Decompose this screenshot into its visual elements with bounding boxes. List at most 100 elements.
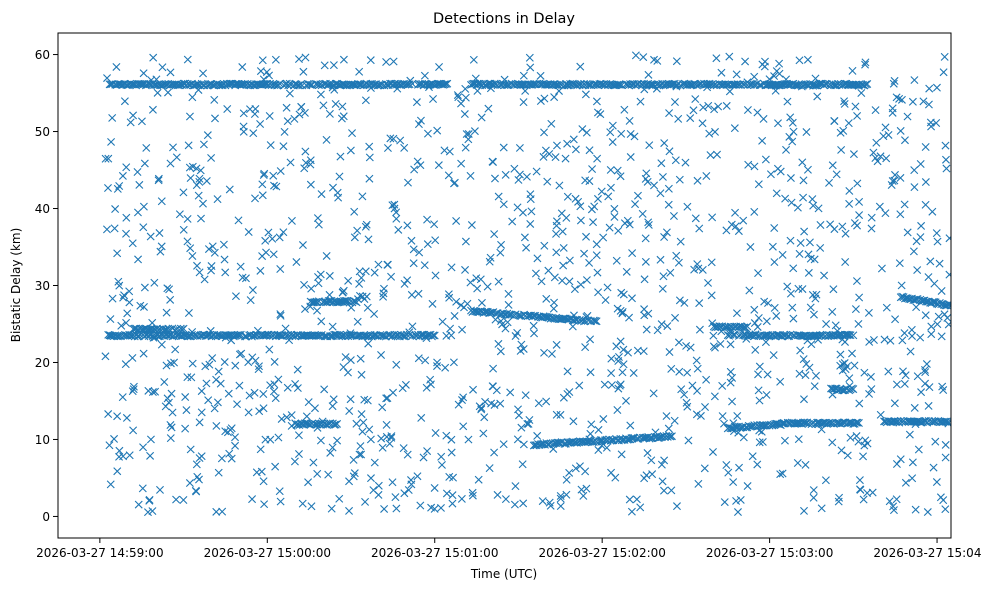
detection-point (420, 261, 429, 270)
detection-point (879, 132, 888, 141)
detection-point (542, 294, 551, 303)
detection-point (185, 112, 194, 121)
detection-point (149, 53, 158, 62)
detection-point (359, 418, 368, 427)
detection-point (872, 138, 881, 147)
detection-point (704, 101, 713, 110)
detection-point (797, 82, 806, 91)
detection-point (545, 149, 554, 158)
detection-point (826, 220, 835, 229)
detection-point (648, 81, 657, 90)
detection-point (156, 485, 164, 494)
detection-point (301, 158, 310, 167)
detection-point (214, 468, 223, 477)
detection-point (688, 381, 697, 390)
detection-point (360, 295, 369, 304)
detection-point (199, 140, 208, 149)
detection-point (144, 386, 153, 395)
detection-point (188, 93, 197, 102)
detection-point (479, 429, 488, 438)
detection-point (166, 159, 175, 168)
detection-point (112, 62, 121, 71)
detection-point (801, 460, 810, 469)
detection-point (689, 106, 698, 115)
detection-point (244, 408, 253, 417)
detection-point (605, 223, 614, 232)
detection-point (793, 203, 802, 212)
detection-point (266, 435, 275, 444)
detection-point (107, 137, 116, 146)
detection-point (320, 61, 329, 70)
detection-point (680, 390, 689, 399)
detection-point (876, 152, 885, 161)
detection-point (352, 419, 361, 428)
detection-point (913, 372, 922, 381)
detection-point (762, 317, 771, 326)
detection-point (148, 105, 157, 114)
detection-point (441, 79, 450, 88)
detection-point (563, 367, 572, 376)
detection-point (705, 129, 714, 138)
detection-point (355, 291, 364, 300)
detection-point (562, 475, 571, 484)
detection-point (529, 321, 538, 330)
detection-point (781, 194, 790, 203)
detection-point (461, 93, 470, 102)
detection-point (896, 126, 905, 135)
detection-point (945, 234, 951, 243)
detection-point (216, 379, 225, 388)
detection-point (591, 316, 600, 325)
detection-point (754, 386, 763, 395)
detection-point (571, 145, 580, 154)
detection-point (335, 172, 344, 181)
detection-point (811, 74, 820, 83)
detection-point (800, 227, 809, 236)
detection-point (125, 298, 134, 307)
detection-point (534, 399, 543, 408)
detection-point (539, 152, 548, 161)
detection-point (900, 329, 909, 338)
detection-point (916, 333, 925, 342)
detection-point (383, 144, 392, 152)
detection-point (245, 391, 254, 400)
detection-point (710, 392, 719, 401)
detection-point (518, 460, 527, 469)
detection-point (778, 469, 787, 478)
detection-point (855, 197, 864, 206)
detection-point (698, 119, 707, 128)
detection-point (291, 379, 300, 388)
detection-point (810, 382, 819, 391)
detection-point (469, 385, 478, 394)
detection-point (341, 353, 350, 362)
detection-point (680, 298, 689, 307)
detection-point (151, 387, 160, 396)
detection-point (593, 268, 602, 277)
detection-point (301, 147, 310, 156)
detection-point (450, 311, 459, 320)
detection-point (258, 180, 267, 189)
detection-point (496, 347, 505, 356)
detection-point (227, 424, 236, 433)
detection-point (947, 301, 951, 310)
detection-point (258, 56, 267, 65)
detection-point (853, 418, 862, 427)
detection-point (592, 317, 601, 326)
detection-point (269, 387, 278, 396)
detection-point (814, 418, 823, 427)
detection-point (377, 351, 386, 359)
detection-point (593, 194, 602, 203)
detection-point (325, 271, 334, 280)
detection-point (195, 174, 204, 183)
detection-point (227, 336, 236, 345)
detection-point (642, 325, 651, 334)
detection-point (154, 174, 163, 183)
detection-point (558, 276, 567, 285)
detection-point (238, 273, 247, 282)
detection-point (235, 381, 244, 390)
detection-point (941, 155, 950, 164)
detection-point (449, 473, 458, 482)
detection-point (523, 419, 532, 428)
detection-point (246, 296, 255, 305)
detection-point (530, 329, 539, 338)
detection-point (179, 495, 188, 504)
